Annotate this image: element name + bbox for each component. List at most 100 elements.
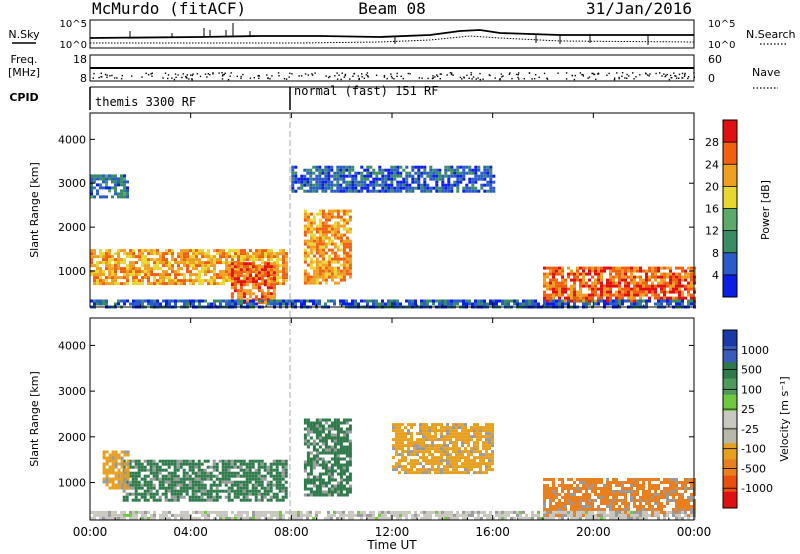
heatmap-cell bbox=[395, 438, 398, 442]
heatmap-cell bbox=[129, 261, 132, 265]
heatmap-cell bbox=[435, 186, 439, 190]
heatmap-cell bbox=[642, 508, 645, 511]
heatmap-cell bbox=[114, 282, 117, 286]
heatmap-cell bbox=[102, 510, 105, 514]
heatmap-cell bbox=[449, 453, 452, 457]
nave-dot bbox=[353, 73, 355, 75]
heatmap-cell bbox=[102, 516, 105, 520]
heatmap-cell bbox=[324, 215, 328, 219]
nave-dot bbox=[338, 74, 340, 76]
heatmap-cell bbox=[147, 276, 150, 280]
heatmap-cell bbox=[174, 258, 177, 262]
heatmap-cell bbox=[132, 299, 135, 303]
heatmap-cell bbox=[105, 450, 109, 454]
heatmap-cell bbox=[636, 481, 639, 484]
heatmap-cell bbox=[336, 463, 340, 467]
heatmap-cell bbox=[192, 273, 195, 277]
heatmap-cell bbox=[372, 183, 376, 187]
heatmap-cell bbox=[612, 275, 615, 279]
heatmap-cell bbox=[594, 278, 597, 282]
heatmap-cell bbox=[333, 221, 337, 225]
heatmap-cell bbox=[327, 174, 331, 178]
heatmap-cell bbox=[345, 269, 349, 273]
heatmap-cell bbox=[552, 299, 555, 303]
heatmap-cell bbox=[198, 282, 201, 286]
heatmap-cell bbox=[330, 436, 334, 440]
heatmap-cell bbox=[669, 493, 672, 496]
heatmap-cell bbox=[609, 299, 612, 303]
heatmap-cell bbox=[348, 460, 352, 464]
heatmap-cell bbox=[236, 483, 240, 487]
heatmap-cell bbox=[570, 487, 573, 490]
heatmap-cell bbox=[237, 299, 240, 303]
heatmap-cell bbox=[324, 236, 328, 240]
heatmap-cell bbox=[645, 284, 648, 288]
heatmap-cell bbox=[155, 492, 159, 496]
heatmap-cell bbox=[582, 514, 585, 517]
heatmap-cell bbox=[342, 421, 346, 425]
heatmap-cell bbox=[312, 189, 316, 193]
heatmap-cell bbox=[102, 513, 105, 517]
heatmap-cell bbox=[216, 273, 219, 277]
heatmap-cell bbox=[203, 477, 207, 481]
heatmap-cell bbox=[600, 281, 603, 285]
heatmap-cell bbox=[327, 266, 331, 270]
heatmap-cell bbox=[561, 502, 564, 505]
heatmap-cell bbox=[173, 498, 177, 502]
heatmap-cell bbox=[398, 426, 401, 430]
heatmap-cell bbox=[239, 271, 243, 275]
heatmap-cell bbox=[585, 272, 588, 276]
heatmap-cell bbox=[369, 165, 373, 169]
heatmap-cell bbox=[462, 189, 466, 193]
noise-tick-right-top: 10^5 bbox=[708, 19, 735, 30]
heatmap-cell bbox=[188, 465, 192, 469]
heatmap-cell bbox=[449, 456, 452, 460]
heatmap-cell bbox=[606, 293, 609, 297]
heatmap-cell bbox=[546, 496, 549, 499]
heatmap-cell bbox=[413, 471, 416, 475]
heatmap-cell bbox=[161, 480, 165, 484]
heatmap-cell bbox=[407, 423, 410, 427]
heatmap-cell bbox=[453, 299, 456, 303]
heatmap-cell bbox=[270, 252, 273, 256]
heatmap-cell bbox=[363, 174, 367, 178]
heatmap-cell bbox=[657, 502, 660, 505]
heatmap-cell bbox=[467, 444, 470, 448]
heatmap-cell bbox=[189, 258, 192, 262]
heatmap-cell bbox=[236, 474, 240, 478]
heatmap-cell bbox=[318, 281, 322, 285]
heatmap-cell bbox=[197, 480, 201, 484]
heatmap-cell bbox=[212, 465, 216, 469]
heatmap-cell bbox=[306, 180, 310, 184]
heatmap-cell bbox=[327, 460, 331, 464]
heatmap-cell bbox=[407, 453, 410, 457]
heatmap-cell bbox=[303, 254, 307, 258]
heatmap-cell bbox=[585, 284, 588, 288]
heatmap-cell bbox=[392, 444, 395, 448]
heatmap-cell bbox=[93, 513, 96, 517]
heatmap-cell bbox=[324, 448, 328, 452]
heatmap-cell bbox=[576, 299, 579, 303]
heatmap-cell bbox=[630, 496, 633, 499]
heatmap-cell bbox=[260, 280, 264, 284]
heatmap-cell bbox=[156, 273, 159, 277]
heatmap-cell bbox=[348, 266, 352, 270]
heatmap-cell bbox=[336, 180, 340, 184]
heatmap-cell bbox=[123, 486, 127, 490]
heatmap-cell bbox=[245, 471, 249, 475]
heatmap-cell bbox=[423, 299, 426, 303]
heatmap-cell bbox=[404, 438, 407, 442]
heatmap-cell bbox=[117, 477, 121, 481]
heatmap-cell bbox=[348, 472, 352, 476]
heatmap-cell bbox=[345, 165, 349, 169]
heatmap-cell bbox=[600, 299, 603, 303]
heatmap-cell bbox=[105, 255, 108, 259]
heatmap-cell bbox=[582, 487, 585, 490]
heatmap-cell bbox=[327, 451, 331, 455]
heatmap-cell bbox=[390, 174, 394, 178]
heatmap-cell bbox=[99, 174, 102, 178]
heatmap-cell bbox=[324, 251, 328, 255]
heatmap-cell bbox=[312, 245, 316, 249]
heatmap-cell bbox=[684, 478, 687, 481]
heatmap-cell bbox=[660, 275, 663, 279]
